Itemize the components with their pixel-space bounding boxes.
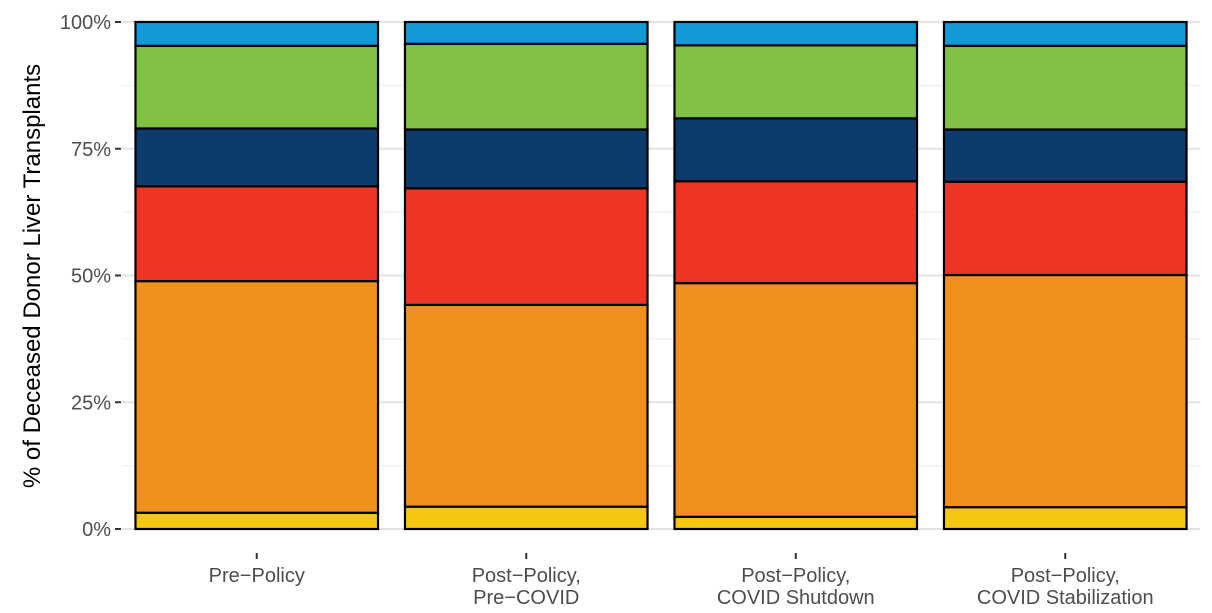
- bars-layer: [134, 20, 1188, 531]
- y-tick-label: 100%: [60, 12, 111, 34]
- y-tick-label: 75%: [71, 139, 111, 161]
- bar-segment: [942, 20, 1188, 47]
- y-tick-label: 50%: [71, 266, 111, 288]
- x-tick-label: COVID Shutdown: [717, 587, 875, 609]
- bar-segment: [673, 20, 919, 47]
- x-axis: Pre−Policy Post−Policy,Pre−COVIDPost−Poli…: [209, 553, 1154, 609]
- bar-segment: [673, 515, 919, 531]
- bar-segment: [673, 44, 919, 120]
- bar-segment: [942, 180, 1188, 277]
- y-tick-label: 25%: [71, 392, 111, 414]
- y-tick-label: 0%: [82, 519, 111, 541]
- bar-segment: [942, 44, 1188, 131]
- bar-segment: [942, 506, 1188, 531]
- bar-segment: [673, 117, 919, 183]
- x-tick-label: Pre−Policy: [209, 565, 305, 587]
- bar-segment: [403, 505, 649, 531]
- bar-segment: [134, 279, 380, 514]
- bar-segment: [134, 127, 380, 188]
- bar-segment: [134, 185, 380, 283]
- y-axis: 0% 25% 50% 75% 100%: [60, 12, 121, 541]
- bar-segment: [942, 128, 1188, 183]
- x-tick-label: Pre−COVID: [473, 587, 579, 609]
- x-tick-label: Post−Policy,: [472, 565, 581, 587]
- bar-segment: [403, 303, 649, 508]
- bar-segment: [942, 273, 1188, 509]
- bar-segment: [403, 187, 649, 307]
- bar-segment: [134, 511, 380, 531]
- bar-segment: [403, 128, 649, 190]
- bar-segment: [403, 20, 649, 45]
- x-tick-label: Post−Policy,: [741, 565, 850, 587]
- bar-segment: [673, 180, 919, 285]
- bar-segment: [134, 20, 380, 47]
- bar-segment: [403, 42, 649, 131]
- bar-segment: [134, 44, 380, 130]
- x-tick-label: Post−Policy,: [1011, 565, 1120, 587]
- bar-segment: [673, 282, 919, 518]
- y-axis-title: % of Deceased Donor Liver Transplants: [19, 64, 46, 488]
- x-tick-label: COVID Stabilization: [977, 587, 1154, 609]
